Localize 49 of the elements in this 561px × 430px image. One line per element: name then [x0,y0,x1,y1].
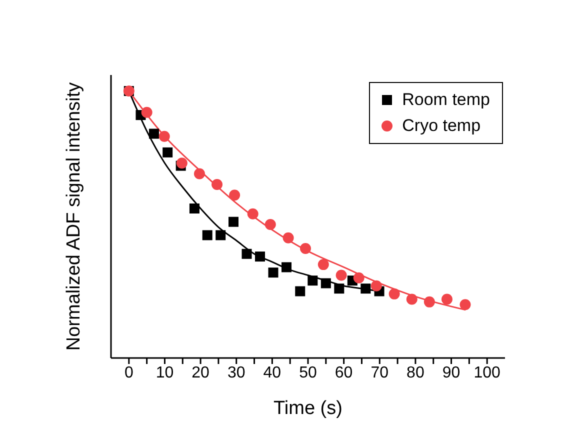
point [424,296,435,308]
point [189,203,200,214]
point [320,278,331,288]
point [148,128,159,139]
point [334,284,344,294]
point [318,259,329,270]
y-axis-title: Normalized ADF signal intensity [64,82,85,351]
point [370,280,382,292]
point [247,208,258,220]
point [406,294,418,305]
point [268,268,278,278]
x-tick-label: 0 [124,364,134,382]
point [264,219,276,230]
x-tick-label: 100 [474,364,501,382]
point [141,106,152,118]
point [282,262,292,272]
x-tick-label: 80 [406,364,424,382]
point [282,232,294,244]
point [229,190,240,201]
legend-label: Room temp [402,89,490,111]
point [242,248,252,259]
x-tick-label: 70 [370,364,389,382]
point [162,147,173,158]
x-tick-label: 50 [299,364,317,382]
point [441,294,452,305]
x-tick-label: 40 [263,364,282,382]
point [388,288,400,300]
point [194,168,205,180]
point [202,230,212,240]
x-tick-label: 90 [442,364,460,382]
point [212,178,223,190]
x-tick-label: 10 [156,364,174,382]
point [336,270,347,281]
point [300,243,311,254]
legend-label: Cryo temp [402,115,481,137]
x-tick-label: 30 [227,364,246,382]
point [360,284,371,294]
point [228,216,238,227]
x-axis-title: Time (s) [274,398,342,419]
x-tick-label: 20 [192,364,210,382]
point [353,272,364,284]
point [158,130,170,142]
x-tick-label: 60 [334,364,353,382]
point [176,158,188,169]
point [216,230,226,240]
point [295,286,306,296]
point [460,299,471,310]
point [255,252,266,262]
point [308,276,318,286]
